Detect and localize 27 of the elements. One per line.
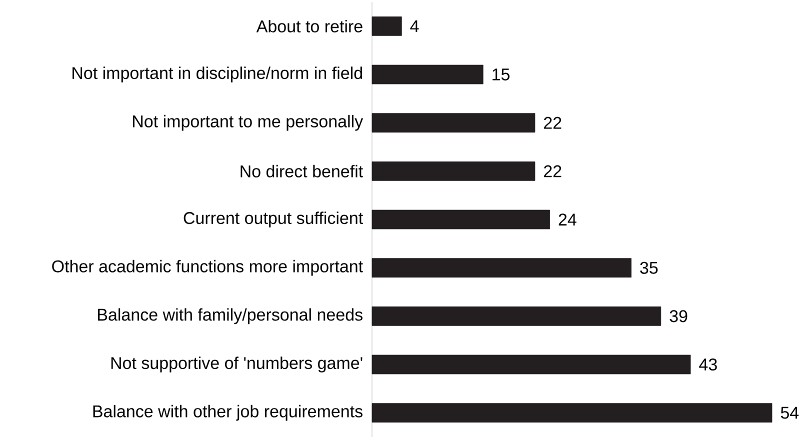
data-label: 22	[544, 165, 562, 178]
bar	[372, 113, 536, 133]
data-label: 54	[780, 406, 799, 419]
data-label: 22	[544, 116, 562, 129]
data-label: 24	[558, 214, 576, 226]
y-tick-label: Balance with other job requirements	[93, 404, 362, 421]
bar	[372, 210, 550, 230]
data-label: 15	[492, 68, 510, 80]
y-tick-label: Current output sufficient	[184, 212, 363, 228]
data-label: 35	[640, 262, 658, 274]
y-tick-label: Not important in discipline/norm in field	[72, 66, 362, 82]
bar	[372, 306, 662, 326]
y-tick-label: Not important to me personally	[133, 114, 364, 131]
y-tick-label: About to retire	[256, 20, 362, 32]
y-tick-label: Not supportive of 'numbers game'	[111, 356, 362, 372]
bar	[372, 354, 691, 374]
bar	[372, 161, 536, 181]
bar	[372, 258, 632, 278]
bar	[372, 403, 772, 423]
data-label: 39	[670, 310, 688, 322]
bar	[372, 64, 484, 84]
y-tick-label: Balance with family/personal needs	[98, 308, 362, 324]
y-tick-label: Other academic functions more important	[52, 260, 363, 276]
data-label: 43	[699, 358, 717, 371]
data-label: 4	[410, 20, 419, 32]
y-tick-label: No direct benefit	[240, 164, 363, 178]
bar	[372, 16, 402, 36]
